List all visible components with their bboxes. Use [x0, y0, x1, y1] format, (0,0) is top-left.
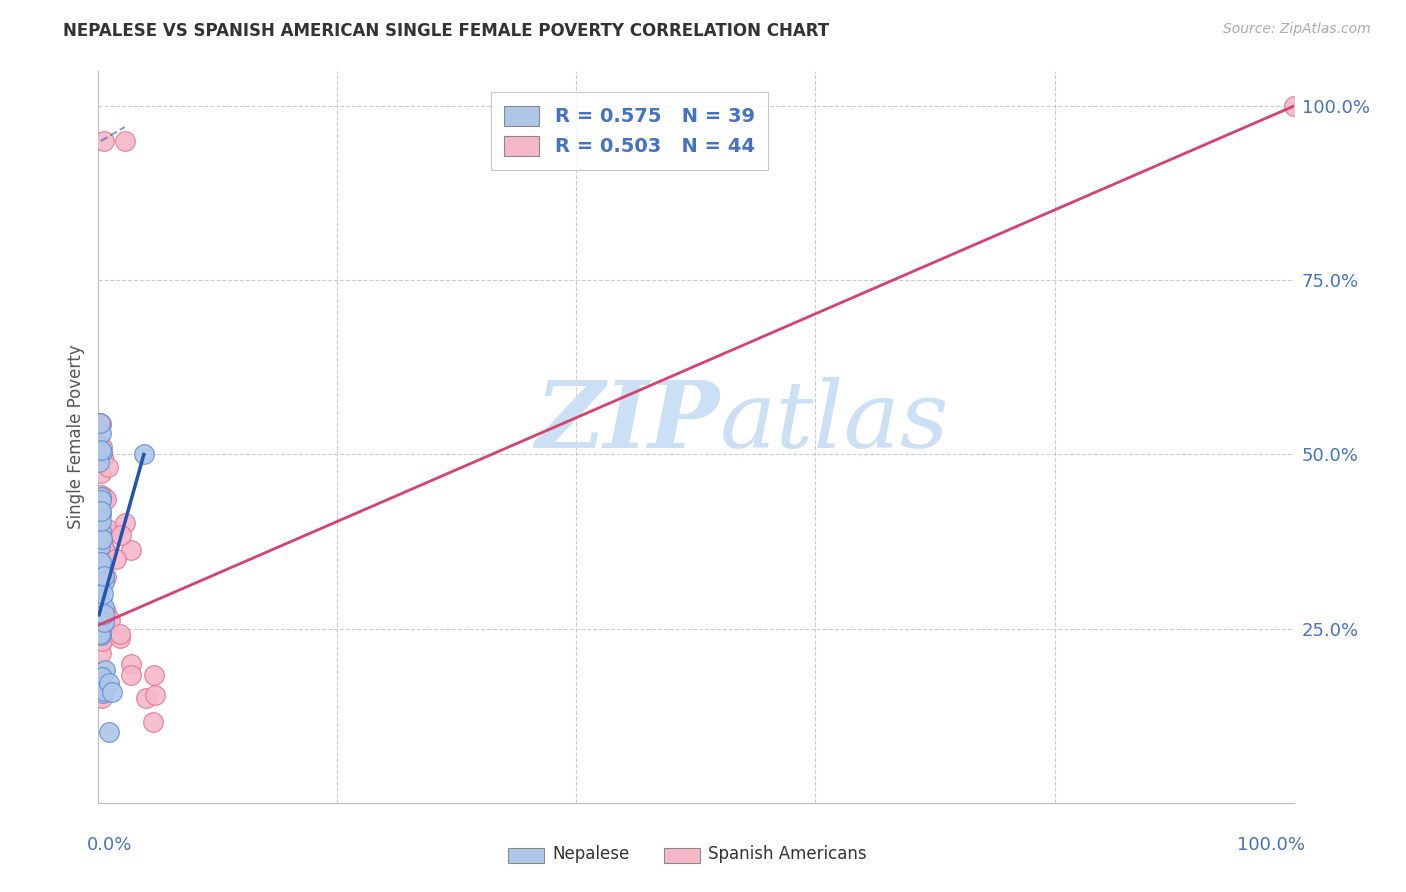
- Point: [93, 134, 115, 148]
- Point: [110, 627, 132, 641]
- Point: [91, 686, 114, 700]
- Point: [90, 487, 112, 501]
- Point: [93, 615, 115, 629]
- Point: [94, 606, 117, 620]
- Point: [91, 633, 114, 648]
- Point: [120, 543, 142, 558]
- Point: [93, 568, 115, 582]
- Point: [90, 417, 112, 432]
- Point: [105, 552, 128, 566]
- Point: [90, 647, 112, 661]
- Point: [91, 634, 114, 648]
- Point: [91, 669, 114, 683]
- Point: [90, 467, 112, 481]
- Point: [142, 714, 165, 729]
- Point: [89, 504, 111, 518]
- Point: [89, 582, 111, 596]
- Point: [90, 417, 112, 432]
- Point: [143, 668, 166, 682]
- Point: [110, 528, 132, 542]
- Text: 100.0%: 100.0%: [1237, 836, 1306, 854]
- Point: [108, 632, 131, 646]
- Text: ZIP: ZIP: [536, 377, 720, 467]
- Point: [90, 491, 112, 505]
- Point: [93, 575, 115, 590]
- Point: [90, 443, 112, 458]
- Point: [96, 492, 118, 507]
- Point: [98, 523, 121, 537]
- Point: [120, 657, 142, 671]
- Point: [90, 579, 112, 593]
- Point: [90, 609, 112, 624]
- Point: [96, 526, 118, 541]
- Point: [91, 450, 114, 464]
- Point: [89, 555, 111, 569]
- Text: atlas: atlas: [720, 377, 949, 467]
- Point: [91, 524, 114, 538]
- Point: [98, 725, 121, 739]
- Point: [91, 546, 114, 560]
- Point: [132, 448, 155, 462]
- Point: [91, 670, 114, 684]
- Point: [96, 570, 118, 584]
- Point: [93, 599, 115, 614]
- Point: [101, 684, 124, 698]
- Point: [89, 582, 111, 597]
- Point: [90, 426, 112, 441]
- Point: [93, 586, 115, 600]
- Point: [89, 509, 111, 524]
- Point: [90, 690, 112, 705]
- Point: [90, 493, 112, 508]
- Point: [89, 539, 111, 553]
- FancyBboxPatch shape: [509, 848, 544, 863]
- Text: Source: ZipAtlas.com: Source: ZipAtlas.com: [1223, 22, 1371, 37]
- Point: [93, 684, 115, 698]
- Point: [89, 455, 111, 469]
- Point: [90, 440, 112, 454]
- Point: [94, 663, 117, 677]
- Text: NEPALESE VS SPANISH AMERICAN SINGLE FEMALE POVERTY CORRELATION CHART: NEPALESE VS SPANISH AMERICAN SINGLE FEMA…: [63, 22, 830, 40]
- Point: [89, 439, 111, 453]
- Point: [89, 627, 111, 641]
- Point: [91, 445, 114, 459]
- Point: [90, 595, 112, 609]
- Point: [114, 134, 136, 148]
- Point: [93, 491, 115, 505]
- Y-axis label: Single Female Poverty: Single Female Poverty: [66, 345, 84, 529]
- Point: [143, 688, 166, 702]
- Point: [90, 514, 112, 528]
- Point: [90, 532, 112, 546]
- Legend: R = 0.575   N = 39, R = 0.503   N = 44: R = 0.575 N = 39, R = 0.503 N = 44: [491, 92, 768, 170]
- Point: [114, 516, 136, 530]
- Point: [89, 534, 111, 549]
- Point: [89, 416, 111, 430]
- Point: [90, 572, 112, 586]
- Point: [98, 613, 121, 627]
- Point: [90, 628, 112, 642]
- Text: Nepalese: Nepalese: [553, 845, 630, 863]
- Point: [91, 534, 114, 549]
- Text: 0.0%: 0.0%: [87, 836, 132, 854]
- Point: [89, 573, 111, 587]
- Point: [93, 541, 115, 556]
- Point: [90, 507, 112, 521]
- Point: [90, 555, 112, 569]
- Point: [97, 460, 120, 475]
- Point: [90, 504, 112, 518]
- Point: [1282, 99, 1305, 113]
- Point: [90, 524, 112, 538]
- Point: [89, 416, 111, 430]
- Point: [89, 530, 111, 544]
- Point: [120, 668, 142, 682]
- Point: [135, 691, 157, 706]
- FancyBboxPatch shape: [664, 848, 700, 863]
- Point: [93, 543, 115, 558]
- Point: [91, 619, 114, 633]
- Point: [93, 607, 115, 621]
- Point: [97, 675, 120, 690]
- Text: Spanish Americans: Spanish Americans: [709, 845, 866, 863]
